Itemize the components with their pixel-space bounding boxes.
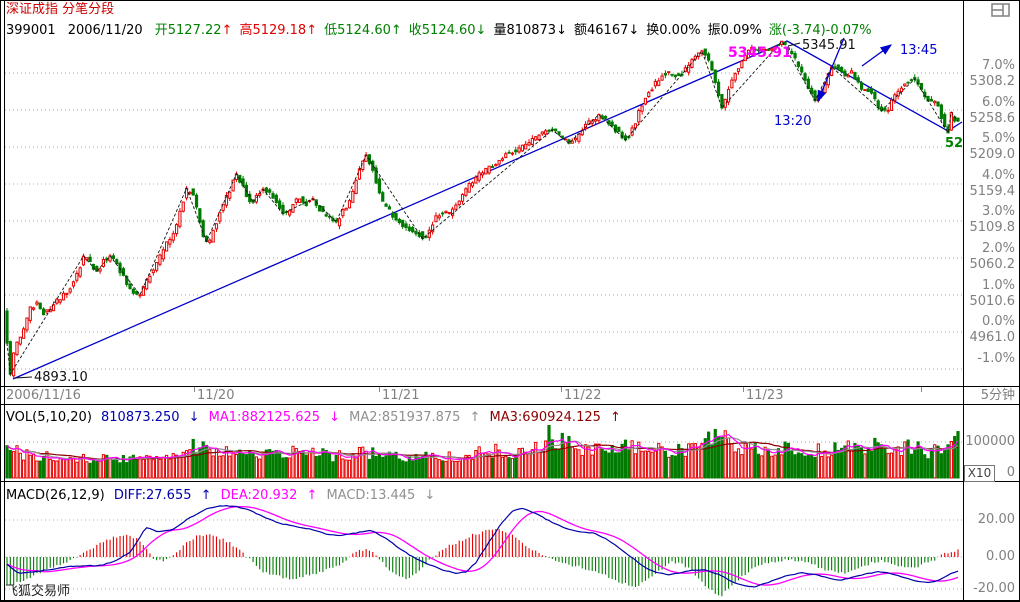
time-annotation-1345: 13:45 — [900, 43, 937, 58]
macd-diff-value: DIFF:27.655 — [113, 488, 192, 503]
time-annotation-1320: 13:20 — [774, 114, 811, 129]
y-axis-percent-label: 3.0% — [981, 204, 1015, 220]
quote-info-row: 399001 2006/11/20 开5127.22↑ 高5129.18↑ 低512… — [6, 19, 879, 38]
chart-title: 深证成指 分笔分段 — [6, 2, 115, 17]
vol-value: 810873.250 — [101, 410, 180, 425]
y-axis-percent-label: 6.0% — [981, 94, 1015, 110]
quote-date: 2006/11/20 — [67, 23, 143, 38]
macd-dea-value: DEA:20.932 — [220, 488, 298, 503]
high-price-annotation: 5345.91 — [802, 38, 856, 53]
segment-zigzag — [6, 40, 959, 376]
quote-field-开: 开5127.22↑ — [154, 23, 233, 38]
quote-field-收: 收5124.60↓ — [408, 23, 487, 38]
quote-field-低: 低5124.60↑ — [324, 23, 402, 38]
vol-indicator-name: VOL(5,10,20) — [6, 410, 92, 425]
low-price-annotation: 4893.10 — [34, 370, 88, 385]
y-axis-price-label: 5159.4 — [969, 183, 1016, 199]
vol-ma1: MA1:882125.625 — [208, 410, 321, 425]
y-axis-price-label: 5010.6 — [969, 293, 1016, 309]
quote-field-量: 量810873↓ — [493, 23, 567, 38]
x-axis-tick — [379, 387, 380, 392]
y-axis-percent-label: 7.0% — [981, 58, 1015, 73]
quote-field-换: 换0.00% — [646, 23, 701, 38]
y-axis-price-label: 5209.0 — [969, 147, 1016, 163]
vol-ma1-arrow: ↓ — [329, 410, 341, 425]
window-split-icon[interactable] — [991, 3, 1011, 19]
divider-vol-macd — [1, 481, 1019, 482]
stock-code: 399001 — [6, 23, 56, 38]
divider-axis-vol — [1, 404, 1019, 405]
y-axis-price-label: 4961.0 — [969, 330, 1016, 346]
vol-value-arrow: ↓ — [188, 410, 200, 425]
brand-label: 飞狐交易师 — [5, 584, 71, 599]
diff-line — [6, 505, 959, 588]
volume-axis-label: 100000 — [965, 434, 1015, 449]
volume-panel[interactable] — [1, 404, 963, 481]
quote-field-高: 高5129.18↑ — [239, 23, 318, 38]
x-axis-date-label: 11/22 — [564, 388, 602, 403]
macd-histogram — [6, 528, 959, 597]
x-axis-tick — [194, 387, 195, 392]
y-axis-price-label: 5109.8 — [969, 220, 1016, 236]
main-price-chart[interactable]: 4893.10 5345.91 5345.91 13:20 13:45 52 — [1, 1, 963, 386]
x-axis-date-label: 11/21 — [382, 388, 420, 403]
x-axis-tick — [743, 387, 744, 392]
volume-axis-label: 0 — [1006, 465, 1015, 480]
macd-macd-value: MACD:13.445 — [326, 488, 416, 503]
high-price-annotation-magenta: 5345.91 — [728, 45, 792, 61]
macd-panel[interactable] — [1, 482, 963, 601]
x-axis-date-label: 2006/11/16 — [6, 388, 81, 403]
x-axis-tick — [561, 387, 562, 392]
x-axis-date-label: 11/20 — [197, 388, 235, 403]
bottom-border — [1, 600, 1019, 601]
period-label: 5分钟 — [980, 388, 1015, 403]
axis-strip-border — [963, 1, 964, 601]
vol-ma2-arrow: ↑ — [469, 410, 481, 425]
y-axis-price-label: 5060.2 — [969, 257, 1016, 272]
macd-indicator-name: MACD(26,12,9) — [6, 488, 105, 503]
vol-ma3-arrow: ↑ — [609, 410, 621, 425]
x-axis-date-label: 11/23 — [746, 388, 784, 403]
quote-field-额: 额46167↓ — [574, 23, 640, 38]
trendline — [12, 40, 963, 380]
left-frame-line — [4, 1, 5, 601]
divider-main-axis — [1, 386, 1019, 387]
quote-fields: 开5127.22↑ 高5129.18↑ 低5124.60↑ 收5124.60↓ 量810… — [155, 23, 879, 38]
macd-dea-arrow: ↑ — [306, 488, 318, 503]
current-price-tag: 52 — [945, 136, 963, 151]
macd-axis-label: -20.00 — [973, 581, 1015, 596]
macd-macd-arrow: ↓ — [424, 488, 436, 503]
macd-axis-label: 0.00 — [986, 549, 1015, 564]
vol-ma2: MA2:851937.875 — [349, 410, 461, 425]
y-axis-price-label: 5258.6 — [969, 110, 1016, 126]
quote-field-涨: 涨(-3.74)-0.07% — [768, 23, 872, 38]
macd-axis-label: 20.00 — [977, 512, 1015, 527]
volume-header: VOL(5,10,20) 810873.250 ↓ MA1:882125.625… — [6, 406, 625, 425]
y-axis-percent-label: 4.0% — [981, 167, 1015, 183]
y-axis-percent-label: 0.0% — [981, 314, 1015, 330]
y-axis-percent-label: 1.0% — [981, 277, 1015, 293]
volume-multiplier-badge: X10 — [964, 465, 995, 482]
macd-header: MACD(26,12,9) DIFF:27.655 ↑ DEA:20.932 ↑… — [6, 484, 439, 503]
x-axis-tick — [921, 387, 922, 392]
y-axis-percent-label: -1.0% — [977, 350, 1015, 366]
vol-ma3: MA3:690924.125 — [489, 410, 601, 425]
y-axis-price-label: 5308.2 — [969, 74, 1016, 89]
y-axis-percent-label: 5.0% — [981, 131, 1015, 147]
y-axis-percent-label: 2.0% — [981, 241, 1015, 256]
quote-field-振: 振0.09% — [707, 23, 762, 38]
candles-layer — [5, 40, 960, 379]
dea-line — [6, 505, 959, 586]
macd-diff-arrow: ↑ — [200, 488, 212, 503]
volume-ma-line — [6, 433, 959, 463]
